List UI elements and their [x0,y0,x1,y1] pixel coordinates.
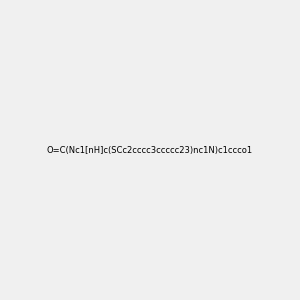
Text: O=C(Nc1[nH]c(SCc2cccc3ccccc23)nc1N)c1ccco1: O=C(Nc1[nH]c(SCc2cccc3ccccc23)nc1N)c1ccc… [47,146,253,154]
